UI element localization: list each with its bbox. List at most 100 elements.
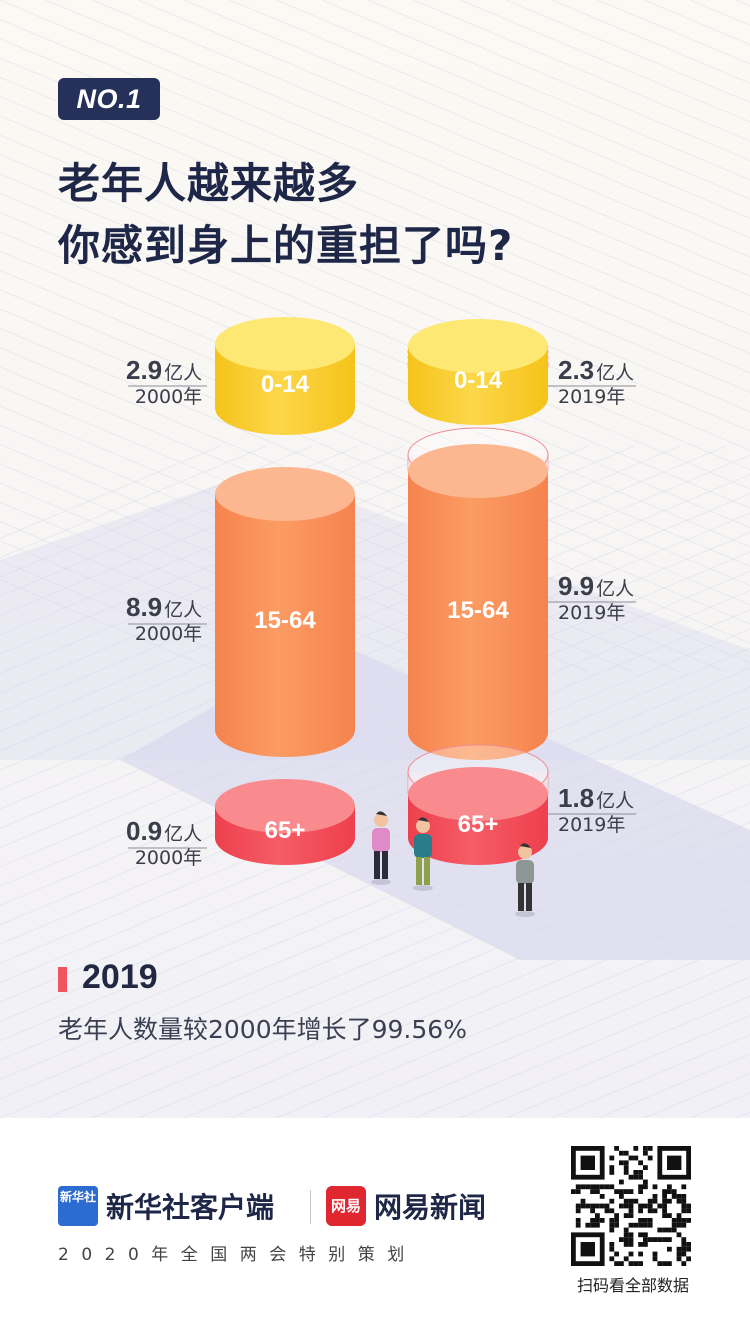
cylinder-label: 0-14 — [261, 371, 310, 398]
qr-code[interactable] — [571, 1146, 691, 1266]
person-figure — [413, 817, 433, 891]
grid-line — [91, 0, 750, 277]
cylinder-top — [215, 779, 355, 833]
grid-line — [0, 445, 451, 636]
grid-line — [137, 0, 750, 258]
grid-line — [0, 501, 405, 673]
cylinder-top — [215, 317, 355, 371]
grid-line — [275, 0, 750, 200]
grid-line — [0, 551, 750, 868]
label-2000-15-64: 8.9 亿人 2000年 — [126, 592, 203, 645]
cylinder-label: 15-64 — [447, 597, 509, 624]
grid-line — [229, 0, 750, 219]
grid-line — [0, 0, 750, 316]
xinhua-logo: 新华社 — [58, 1186, 98, 1226]
cylinder-top — [408, 319, 548, 373]
poster: NO.1 老年人越来越多 你感到身上的重担了吗? 0-14 15-64 65+ 0-1… — [0, 0, 750, 1118]
grid-line — [459, 0, 750, 123]
label-2000-65plus: 0.9 亿人 2000年 — [126, 816, 203, 869]
grid-line — [137, 860, 750, 1118]
grid-line — [0, 445, 635, 713]
cylinder-top — [215, 467, 355, 521]
series-1: 0-14 15-64 65+ — [407, 319, 549, 865]
label-2000-0-14: 2.9 亿人 2000年 — [126, 355, 203, 408]
grid-line — [321, 0, 750, 181]
ghost-outline — [407, 772, 549, 794]
grid-line — [0, 308, 750, 625]
grid-line — [0, 521, 359, 673]
title-line-2: 你感到身上的重担了吗? — [58, 221, 514, 270]
person-figure — [515, 843, 535, 917]
label-2019-65plus: 1.8 亿人 2019年 — [558, 783, 635, 836]
footer: 新华社 新华社客户端 网易 网易新闻 2020年全国两会特别策划 扫码看全部数据 — [0, 1118, 750, 1324]
grid-line — [0, 493, 750, 810]
grid-line — [0, 96, 750, 413]
grid-line — [0, 173, 750, 490]
summary-note: 老年人数量较2000年增长了99.56% — [58, 1015, 467, 1044]
brand-divider — [310, 1190, 311, 1224]
footer-subtitle: 2020年全国两会特别策划 — [58, 1245, 417, 1265]
cylinder-top — [408, 444, 548, 498]
accent-bar — [58, 967, 67, 992]
grid-line — [0, 405, 635, 673]
cylinder-0-14: 0-14 — [215, 317, 355, 435]
cylinder-label: 65+ — [458, 811, 499, 838]
qr-caption: 扫码看全部数据 — [576, 1276, 689, 1295]
grid-line — [0, 725, 750, 1042]
grid-line — [0, 783, 750, 1100]
grid-line — [0, 270, 750, 586]
grid-line — [45, 821, 750, 1118]
grid-line — [0, 445, 405, 617]
grid-line — [0, 445, 313, 578]
grid-line — [275, 918, 750, 1118]
grid-line — [0, 609, 750, 926]
grid-line — [0, 18, 750, 335]
cylinder-15-64: 15-64 — [215, 467, 355, 757]
title-line-1: 老年人越来越多 — [58, 159, 360, 208]
grid-line — [0, 744, 750, 1061]
cylinder-top — [408, 767, 548, 821]
cylinder-65+: 65+ — [215, 779, 355, 865]
cylinder-chart: 0-14 15-64 65+ 0-14 15-64 65+ — [128, 317, 636, 917]
grid-line — [0, 482, 451, 673]
grid-line — [0, 628, 750, 945]
grid-line — [0, 763, 750, 1080]
label-2019-15-64: 9.9 亿人 2019年 — [558, 571, 635, 624]
cylinder-65+: 65+ — [407, 744, 549, 865]
grid-line — [45, 0, 750, 297]
netease-brand: 网易新闻 — [374, 1191, 487, 1224]
grid-line — [183, 879, 750, 1118]
grid-line — [0, 802, 750, 1118]
grid-line — [0, 474, 750, 790]
grid-line — [0, 705, 750, 1022]
series-0: 0-14 15-64 65+ — [215, 317, 355, 865]
cylinder-0-14: 0-14 — [407, 319, 549, 425]
grid-line — [0, 445, 359, 597]
grid-line — [0, 532, 750, 848]
grid-line — [0, 328, 750, 644]
grid-line — [229, 899, 750, 1118]
grid-line — [0, 512, 750, 829]
summary-year: 2019 — [82, 958, 158, 996]
netease-logo: 网易 — [326, 1186, 366, 1226]
grid-line — [0, 540, 313, 673]
grid-line — [367, 0, 750, 161]
number-badge: NO.1 — [58, 78, 160, 120]
grid-line — [91, 841, 750, 1118]
grid-line — [0, 38, 750, 355]
grid-line — [0, 289, 750, 606]
cylinder-label: 15-64 — [254, 607, 316, 634]
cylinder-15-64: 15-64 — [407, 427, 549, 760]
grid-line — [459, 995, 750, 1118]
label-2019-0-14: 2.3 亿人 2019年 — [558, 355, 635, 408]
grid-line — [367, 957, 750, 1118]
xinhua-brand: 新华社客户端 — [106, 1191, 275, 1224]
grid-line — [183, 0, 750, 239]
person-figure — [371, 811, 391, 885]
grid-line — [413, 0, 750, 142]
grid-line — [0, 570, 750, 887]
cylinder-body — [408, 471, 548, 760]
grid-line — [413, 976, 750, 1118]
cylinder-label: 65+ — [265, 817, 306, 844]
cylinder-body — [215, 494, 355, 757]
